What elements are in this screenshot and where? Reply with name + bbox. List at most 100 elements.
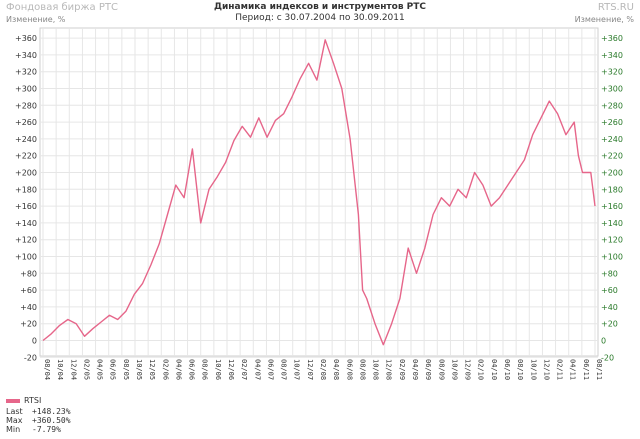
site-name[interactable]: RTS.RU xyxy=(597,2,634,13)
stat-last: Last +148.23% xyxy=(6,407,71,416)
y-tick-label-left: +60 xyxy=(20,286,37,295)
x-tick-label: 12/09 xyxy=(464,359,472,380)
x-tick-label: 02/08 xyxy=(319,359,327,380)
legend: RTSI xyxy=(6,396,41,405)
left-axis-unit: Изменение, % xyxy=(6,15,66,24)
x-tick-label: 06/07 xyxy=(266,359,274,380)
x-tick-label: 12/10 xyxy=(542,359,550,380)
x-tick-label: 02/06 xyxy=(161,359,169,380)
x-tick-label: 10/07 xyxy=(293,359,301,380)
stat-max-label: Max xyxy=(6,416,23,425)
x-tick-label: 04/05 xyxy=(96,359,104,380)
y-tick-label-left: +80 xyxy=(20,269,37,278)
stat-min-value: -7.79% xyxy=(32,425,61,434)
y-tick-label-left: +140 xyxy=(15,219,37,228)
x-tick-label: 10/09 xyxy=(450,359,458,380)
y-tick-label-right: +40 xyxy=(601,303,618,312)
y-tick-label-right: +280 xyxy=(601,101,623,110)
x-tick-label: 02/07 xyxy=(240,359,248,380)
y-tick-label-right: +60 xyxy=(601,286,618,295)
x-tick-label: 10/10 xyxy=(529,359,537,380)
y-tick-label-right: +240 xyxy=(601,135,623,144)
y-tick-label-right: +360 xyxy=(601,34,623,43)
y-tick-label-left: -20 xyxy=(24,353,37,362)
series-line-rtsi xyxy=(42,39,596,346)
y-tick-label-left: +320 xyxy=(15,68,37,77)
y-tick-label-right: +260 xyxy=(601,118,623,127)
stat-min-label: Min xyxy=(6,425,21,434)
x-tick-label: 10/08 xyxy=(372,359,380,380)
x-tick-label: 12/04 xyxy=(69,359,77,380)
y-tick-label-right: +160 xyxy=(601,202,623,211)
y-tick-label-left: +160 xyxy=(15,202,37,211)
y-tick-label-left: +120 xyxy=(15,236,37,245)
y-tick-label-right: +180 xyxy=(601,185,623,194)
y-tick-label-left: +240 xyxy=(15,135,37,144)
right-axis-unit: Изменение, % xyxy=(574,15,634,24)
x-tick-label: 12/05 xyxy=(148,359,156,380)
x-tick-label: 12/08 xyxy=(385,359,393,380)
y-tick-label-right: +300 xyxy=(601,85,623,94)
y-tick-label-right: +20 xyxy=(601,320,618,329)
exchange-name: Фондовая биржа РТС xyxy=(6,2,118,13)
stat-last-value: +148.23% xyxy=(32,407,71,416)
x-tick-label: 04/10 xyxy=(490,359,498,380)
x-tick-label: 08/08 xyxy=(358,359,366,380)
x-tick-label: 08/11 xyxy=(595,359,603,380)
x-tick-label: 08/05 xyxy=(122,359,130,380)
x-tick-label: 06/05 xyxy=(109,359,117,380)
x-tick-label: 02/11 xyxy=(556,359,564,380)
y-tick-label-right: 0 xyxy=(601,337,606,346)
x-tick-label: 02/05 xyxy=(82,359,90,380)
x-tick-label: 04/06 xyxy=(174,359,182,380)
y-tick-label-right: +100 xyxy=(601,253,623,262)
y-tick-label-right: +320 xyxy=(601,68,623,77)
x-tick-label: 08/06 xyxy=(201,359,209,380)
x-tick-label: 04/11 xyxy=(569,359,577,380)
y-tick-label-left: 0 xyxy=(32,337,37,346)
x-tick-label: 12/06 xyxy=(227,359,235,380)
stat-max: Max +360.50% xyxy=(6,416,71,425)
chart-period: Период: с 30.07.2004 по 30.09.2011 xyxy=(235,13,405,23)
x-tick-label: 10/05 xyxy=(135,359,143,380)
stat-last-label: Last xyxy=(6,407,23,416)
y-tick-label-right: -20 xyxy=(601,353,614,362)
y-tick-label-left: +180 xyxy=(15,185,37,194)
y-tick-label-right: +340 xyxy=(601,51,623,60)
chart-title: Динамика индексов и инструментов РТС xyxy=(213,2,426,12)
x-tick-label: 04/09 xyxy=(411,359,419,380)
x-tick-label: 08/10 xyxy=(516,359,524,380)
x-tick-label: 04/08 xyxy=(332,359,340,380)
y-tick-label-left: +220 xyxy=(15,152,37,161)
x-tick-label: 06/10 xyxy=(503,359,511,380)
y-tick-label-left: +300 xyxy=(15,85,37,94)
y-tick-label-left: +360 xyxy=(15,34,37,43)
stat-min: Min -7.79% xyxy=(6,425,71,434)
x-tick-label: 12/07 xyxy=(306,359,314,380)
y-tick-label-left: +40 xyxy=(20,303,37,312)
legend-swatch xyxy=(6,398,20,403)
y-tick-label-left: +100 xyxy=(15,253,37,262)
x-tick-label: 08/04 xyxy=(43,359,51,380)
y-tick-label-left: +280 xyxy=(15,101,37,110)
x-tick-label: 10/04 xyxy=(56,359,64,380)
x-tick-label: 02/09 xyxy=(398,359,406,380)
y-tick-label-right: +220 xyxy=(601,152,623,161)
stat-max-value: +360.50% xyxy=(32,416,71,425)
x-tick-label: 06/09 xyxy=(424,359,432,380)
x-tick-label: 06/11 xyxy=(582,359,590,380)
y-tick-label-right: +120 xyxy=(601,236,623,245)
y-tick-label-right: +200 xyxy=(601,169,623,178)
stats-panel: Last +148.23% Max +360.50% Min -7.79% xyxy=(6,407,71,434)
y-tick-label-right: +140 xyxy=(601,219,623,228)
y-tick-label-right: +80 xyxy=(601,269,618,278)
x-tick-label: 06/08 xyxy=(345,359,353,380)
y-tick-label-left: +20 xyxy=(20,320,37,329)
x-tick-label: 06/06 xyxy=(188,359,196,380)
x-tick-label: 08/07 xyxy=(280,359,288,380)
rtsi-chart: +360 +360 +340 +340 +320 +320 +300 +300 +280 +280… xyxy=(15,27,623,380)
y-tick-label-left: +200 xyxy=(15,169,37,178)
x-tick-label: 10/06 xyxy=(214,359,222,380)
x-tick-label: 08/09 xyxy=(437,359,445,380)
y-tick-label-left: +340 xyxy=(15,51,37,60)
